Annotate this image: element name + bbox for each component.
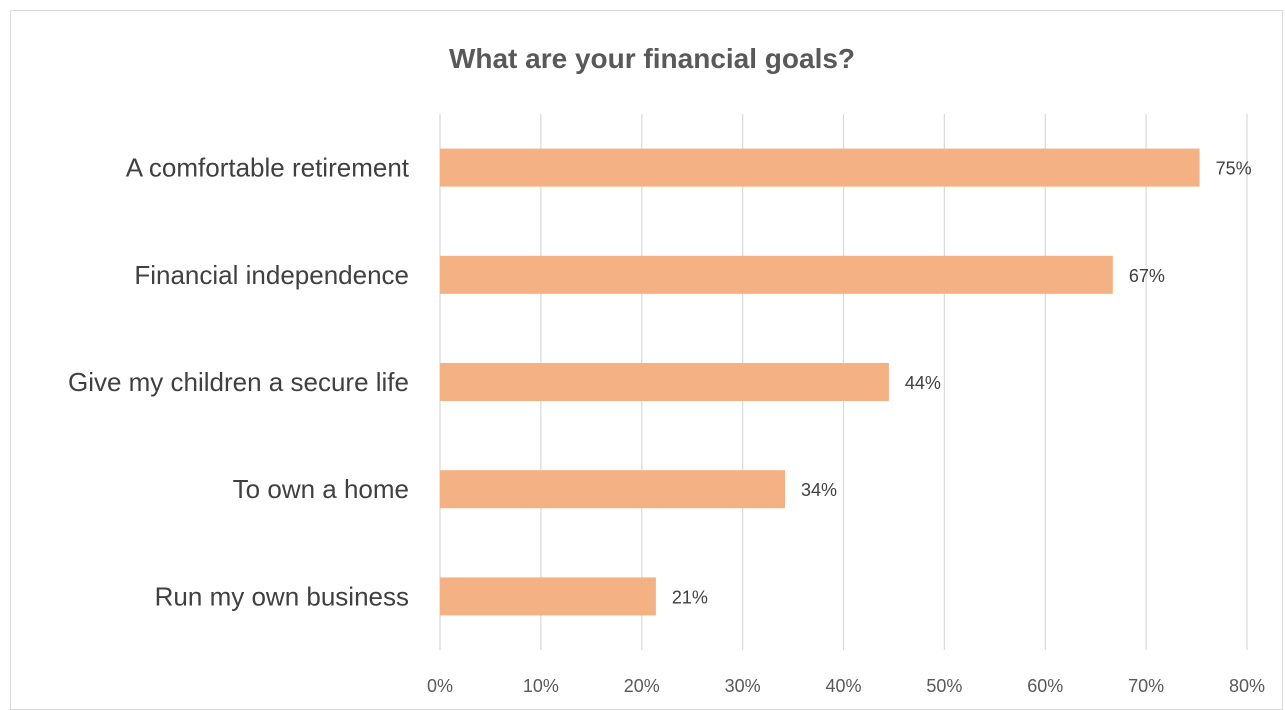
bar xyxy=(440,148,1200,187)
x-tick-label: 30% xyxy=(725,676,761,696)
x-tick-label: 40% xyxy=(825,676,861,696)
data-label: 75% xyxy=(1216,159,1252,179)
x-tick-label: 10% xyxy=(523,676,559,696)
x-tick-label: 20% xyxy=(624,676,660,696)
category-label: A comfortable retirement xyxy=(126,153,410,183)
category-labels: A comfortable retirement Financial indepe… xyxy=(68,153,410,612)
category-label: Financial independence xyxy=(134,260,409,290)
bar xyxy=(440,363,889,401)
data-labels: 75% 67% 44% 34% 21% xyxy=(672,159,1252,608)
data-label: 34% xyxy=(801,480,837,500)
bar xyxy=(440,577,656,616)
x-tick-label: 80% xyxy=(1229,676,1265,696)
x-tick-label: 70% xyxy=(1128,676,1164,696)
x-tick-label: 50% xyxy=(926,676,962,696)
data-label: 67% xyxy=(1129,266,1165,286)
bar xyxy=(440,255,1113,294)
x-axis-tick-labels: 0% 10% 20% 30% 40% 50% 60% 70% 80% xyxy=(427,676,1265,696)
chart-title: What are your financial goals? xyxy=(449,43,855,74)
bars xyxy=(440,148,1200,616)
grid-lines xyxy=(439,114,1248,650)
bar xyxy=(440,470,785,509)
category-label: Give my children a secure life xyxy=(68,367,409,397)
category-label: To own a home xyxy=(233,474,409,504)
data-label: 44% xyxy=(905,373,941,393)
category-label: Run my own business xyxy=(155,581,409,611)
x-tick-label: 60% xyxy=(1027,676,1063,696)
x-tick-label: 0% xyxy=(427,676,453,696)
data-label: 21% xyxy=(672,587,708,607)
